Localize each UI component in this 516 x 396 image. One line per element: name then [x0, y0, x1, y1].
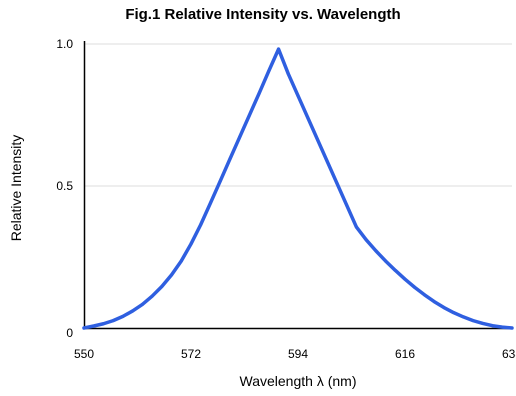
data-point [393, 268, 397, 272]
data-point [121, 314, 125, 318]
data-point [257, 91, 261, 95]
data-point [354, 225, 358, 229]
series-line [82, 47, 514, 330]
data-point [160, 285, 164, 289]
y-tick-label: 1.0 [56, 37, 73, 51]
data-point [315, 137, 319, 141]
data-point [82, 326, 86, 330]
data-point [111, 319, 115, 323]
data-point [452, 311, 456, 315]
chart-title: Fig.1 Relative Intensity vs. Wavelength [125, 6, 400, 23]
data-point [238, 135, 242, 139]
data-point [101, 322, 105, 326]
data-point [384, 259, 388, 263]
data-point [286, 72, 290, 76]
data-point [189, 242, 193, 246]
data-point [150, 294, 154, 298]
data-point [422, 293, 426, 297]
data-point [510, 326, 514, 330]
data-point [208, 201, 212, 205]
x-tick-label: 616 [395, 347, 415, 361]
data-point [277, 47, 281, 51]
x-tick-label: 594 [288, 347, 308, 361]
data-point [267, 69, 271, 73]
data-point [179, 259, 183, 263]
data-point [403, 277, 407, 281]
x-axis-label: Wavelength λ (nm) [240, 373, 357, 389]
data-point [374, 249, 378, 253]
data-point [345, 203, 349, 207]
data-point [325, 159, 329, 163]
data-point [481, 321, 485, 325]
data-points [82, 47, 514, 330]
data-point [306, 116, 310, 120]
data-point [432, 300, 436, 304]
data-point [131, 309, 135, 313]
grid [84, 43, 512, 187]
y-tick-labels: 0 0.5 1.0 [56, 37, 73, 340]
data-point [364, 238, 368, 242]
y-axis-label: Relative Intensity [8, 135, 24, 242]
x-tick-label: 550 [74, 347, 94, 361]
data-point [92, 324, 96, 328]
data-point [218, 179, 222, 183]
data-point [140, 302, 144, 306]
data-point [500, 325, 504, 329]
data-point [228, 157, 232, 161]
x-tick-label: 572 [181, 347, 201, 361]
y-tick-label: 0 [66, 326, 73, 340]
data-point [199, 223, 203, 227]
data-point [491, 324, 495, 328]
data-point [442, 306, 446, 310]
data-point [247, 113, 251, 117]
data-point [296, 94, 300, 98]
data-point [461, 315, 465, 319]
data-point [471, 319, 475, 323]
data-point [413, 285, 417, 289]
data-point [335, 181, 339, 185]
y-tick-label: 0.5 [56, 179, 73, 193]
x-tick-label: 638 [502, 347, 516, 361]
x-tick-labels: 550 572 594 616 638 [74, 347, 516, 361]
data-point [170, 273, 174, 277]
